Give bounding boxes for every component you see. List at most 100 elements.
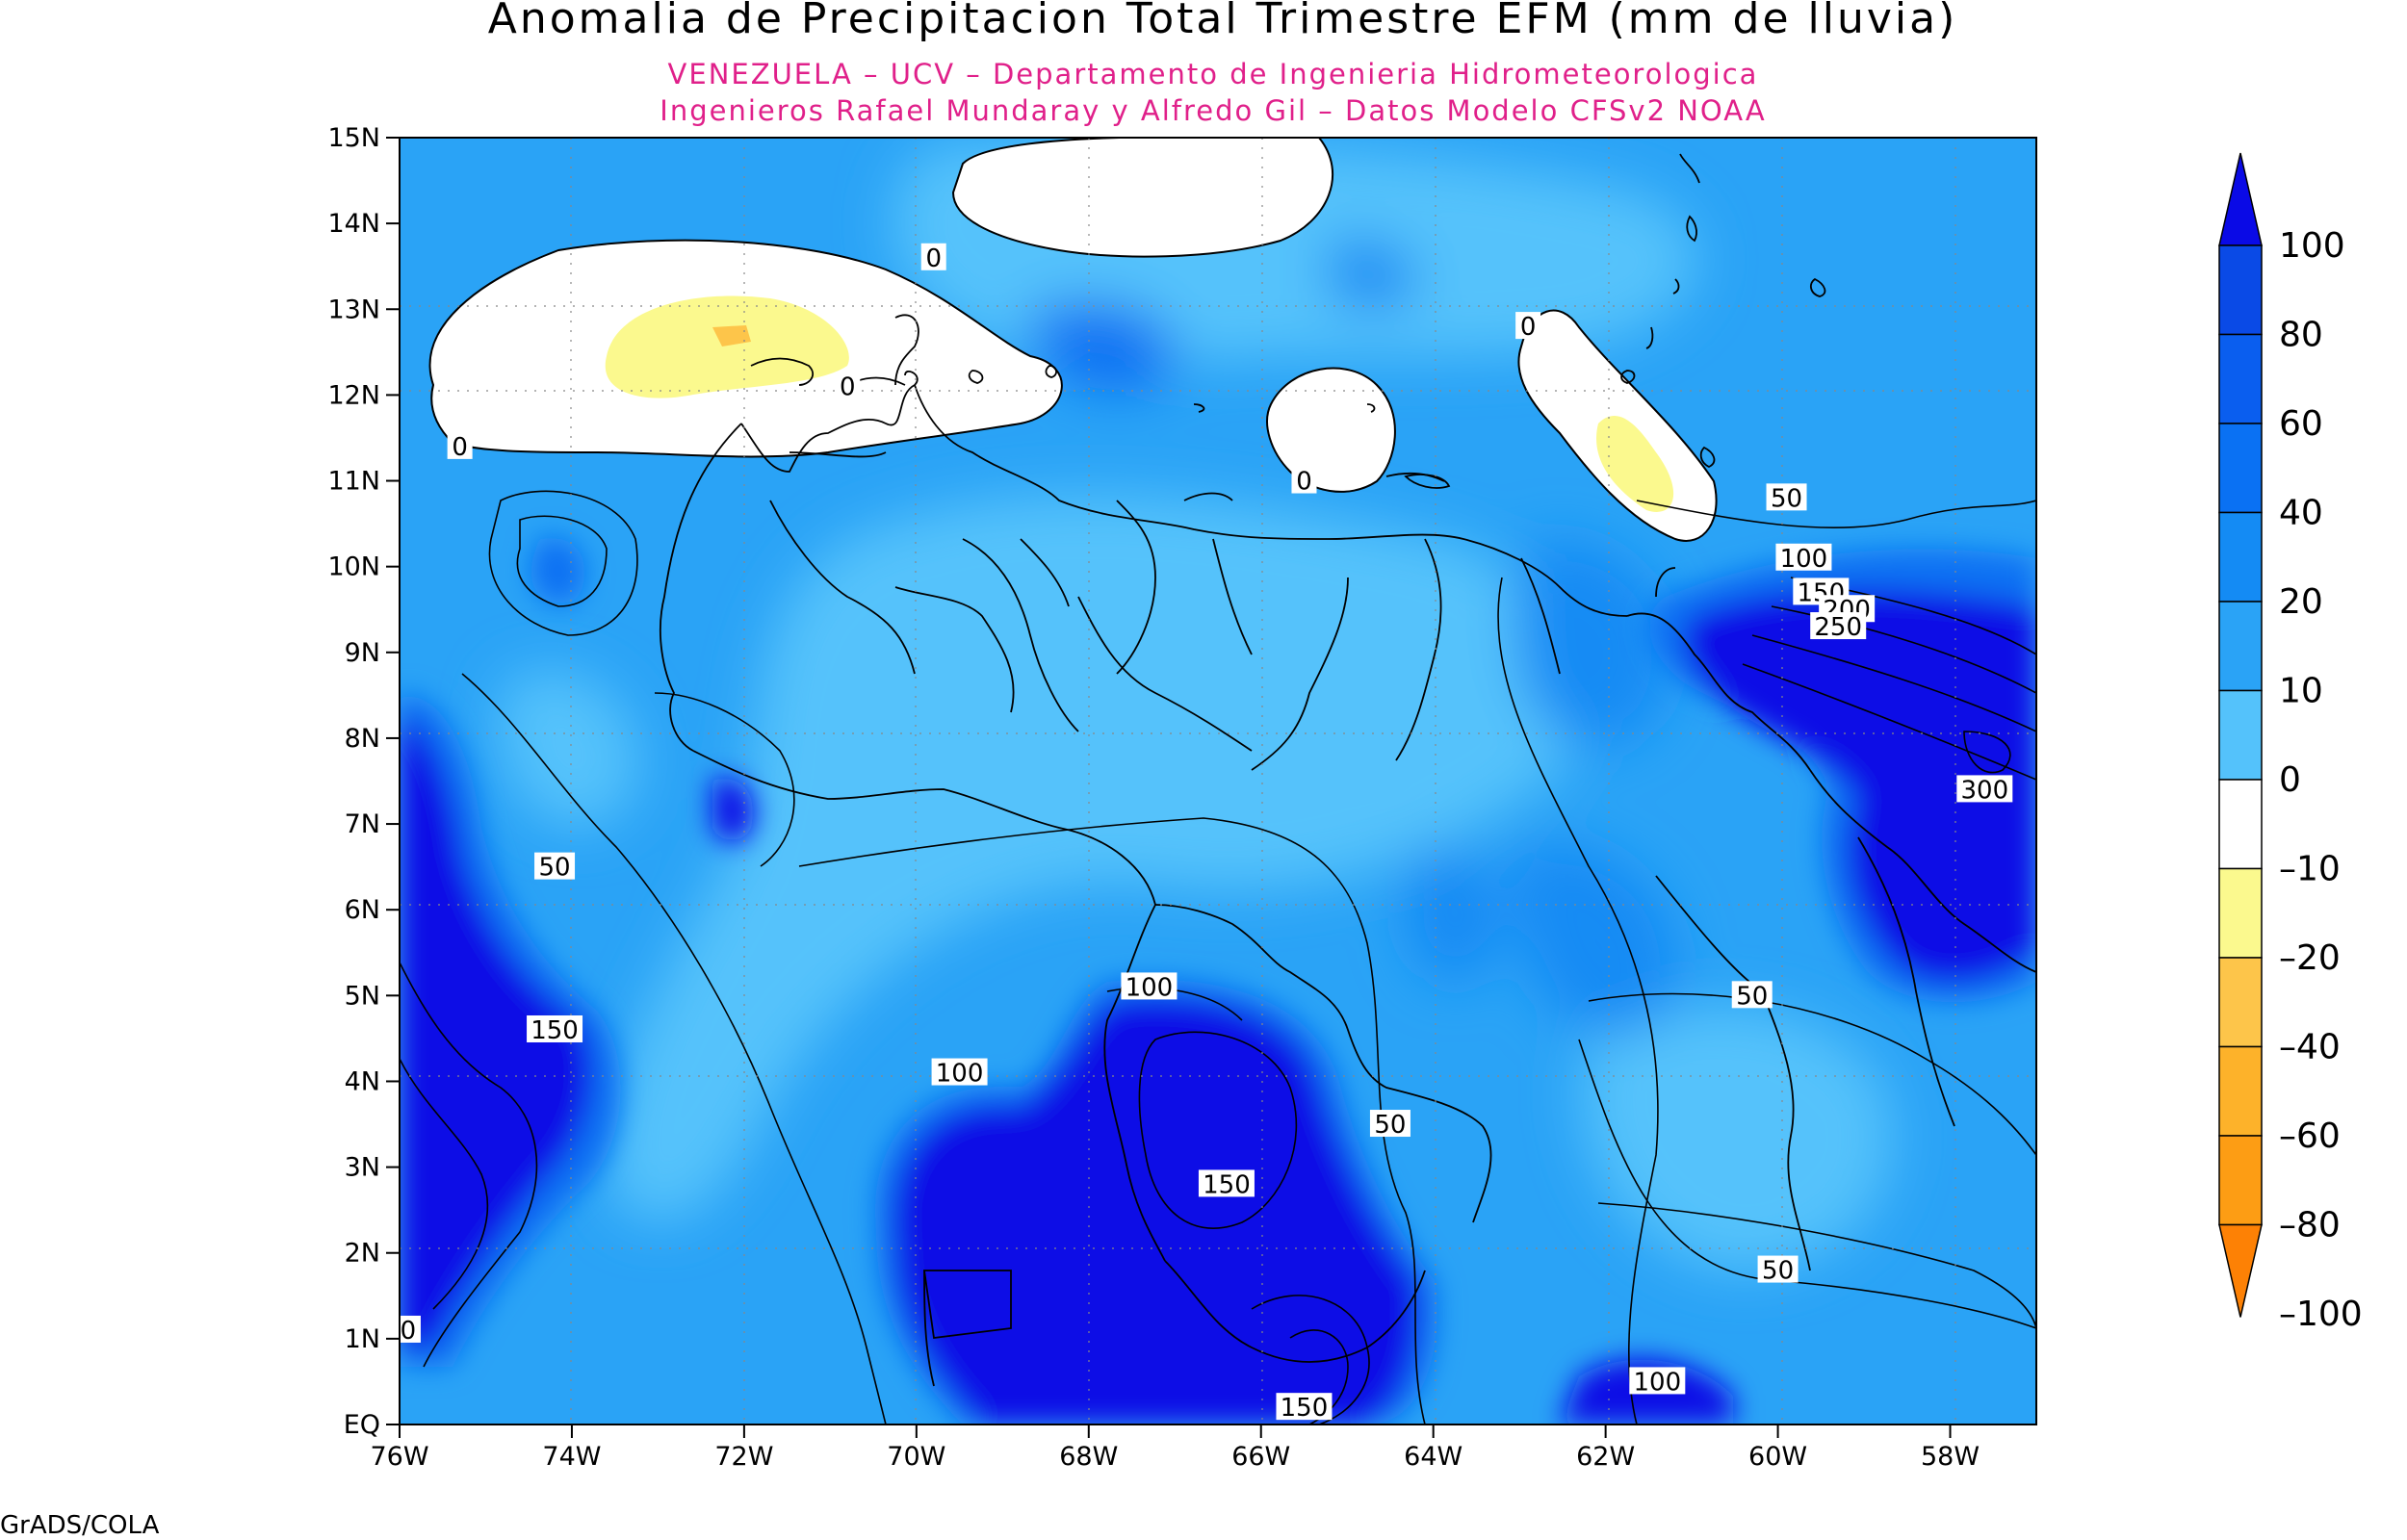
contour-label-bg bbox=[1121, 972, 1178, 1000]
x-tick-label: 66W bbox=[1231, 1442, 1290, 1472]
legend-label: 10 bbox=[2279, 672, 2323, 711]
contour-label-bg bbox=[1276, 1393, 1333, 1421]
contour-label-text: 0 bbox=[401, 1317, 417, 1346]
legend-swatch bbox=[2218, 333, 2263, 424]
contour-label: 50 bbox=[534, 852, 576, 883]
contour-label-bg bbox=[400, 1315, 421, 1343]
legend-label: –60 bbox=[2279, 1116, 2341, 1156]
x-tick-label: 74W bbox=[542, 1442, 601, 1472]
contour-label-bg bbox=[920, 243, 946, 270]
y-tick-label: 11N bbox=[327, 467, 380, 497]
contour-label: 100 bbox=[1629, 1367, 1686, 1397]
y-tick-label: 7N bbox=[345, 809, 380, 839]
contour-label: 250 bbox=[1810, 612, 1867, 642]
contour-label-bg bbox=[1629, 1367, 1686, 1395]
contour-label-bg bbox=[534, 852, 576, 880]
negative-anomaly-zones bbox=[428, 138, 1718, 542]
islands bbox=[968, 153, 1826, 489]
map-subtitle-authors: Ingenieros Rafael Mundaray y Alfredo Gil… bbox=[660, 94, 1767, 127]
legend-label: 80 bbox=[2279, 316, 2323, 355]
contour-label-bg bbox=[1775, 543, 1832, 571]
y-tick-label: 9N bbox=[345, 638, 380, 668]
legend-swatch bbox=[2218, 957, 2263, 1048]
contour-label: 100 bbox=[1775, 543, 1832, 574]
contour-label-bg bbox=[931, 1058, 988, 1086]
y-tick-label: 14N bbox=[327, 209, 380, 239]
legend-swatch bbox=[2218, 601, 2263, 692]
contour-label-bg bbox=[1291, 466, 1317, 494]
legend-label: –40 bbox=[2279, 1028, 2341, 1067]
x-tick-label: 68W bbox=[1059, 1442, 1118, 1472]
y-tick-label: 8N bbox=[345, 724, 380, 754]
contour-label-bg bbox=[1369, 1110, 1411, 1138]
legend-swatch bbox=[2218, 1135, 2263, 1226]
contour-label-text: 150 bbox=[531, 1016, 579, 1045]
legend-label: –20 bbox=[2279, 938, 2341, 978]
y-tick-label: 5N bbox=[345, 981, 380, 1011]
contour-label: 0 bbox=[835, 372, 861, 401]
legend-label: 60 bbox=[2279, 404, 2323, 444]
legend-swatch bbox=[2218, 1045, 2263, 1137]
contour-label-text: 100 bbox=[936, 1060, 984, 1089]
legend-top-arrow bbox=[2218, 152, 2263, 246]
contour-label-bg bbox=[527, 1014, 583, 1042]
x-tick-label: 76W bbox=[370, 1442, 428, 1472]
x-tick-label: 72W bbox=[714, 1442, 773, 1472]
y-tick-label: 1N bbox=[345, 1324, 380, 1354]
contour-label-bg bbox=[1956, 775, 2013, 803]
contour-label: 150 bbox=[1198, 1169, 1255, 1199]
x-tick-label: 64W bbox=[1404, 1442, 1462, 1472]
contour-label: 150 bbox=[1276, 1393, 1333, 1423]
contour-label: 0 bbox=[447, 431, 473, 462]
contour-label-text: 100 bbox=[1780, 545, 1828, 574]
contour-label-text: 150 bbox=[1281, 1394, 1329, 1423]
legend-label: –10 bbox=[2279, 850, 2341, 889]
contour-label-text: 100 bbox=[1633, 1368, 1681, 1397]
contour-label-text: 0 bbox=[1520, 313, 1537, 342]
y-tick-label: 10N bbox=[327, 552, 380, 582]
contour-label-bg bbox=[1198, 1169, 1255, 1197]
contour-label: 100 bbox=[1121, 972, 1178, 1002]
contour-label: 0 bbox=[1291, 466, 1317, 497]
y-tick-label: 3N bbox=[345, 1153, 380, 1183]
contour-label-text: 0 bbox=[452, 433, 468, 462]
contour-label-bg bbox=[447, 431, 473, 459]
legend-swatch bbox=[2218, 423, 2263, 514]
contour-label-text: 150 bbox=[1203, 1170, 1251, 1199]
y-tick-label: 12N bbox=[327, 380, 380, 410]
legend-swatch bbox=[2218, 779, 2263, 870]
x-tick-label: 70W bbox=[887, 1442, 945, 1472]
contour-label: 150 bbox=[527, 1014, 583, 1045]
contour-label-bg bbox=[835, 372, 861, 399]
contour-label: 100 bbox=[931, 1058, 988, 1089]
contour-label-bg bbox=[1766, 483, 1807, 511]
contour-label-text: 0 bbox=[925, 244, 942, 273]
high-anomaly-zones bbox=[400, 537, 2036, 1424]
map-title: Anomalia de Precipitacion Total Trimestr… bbox=[487, 0, 1958, 43]
coastlines-and-borders bbox=[659, 314, 2036, 1387]
contour-label-text: 50 bbox=[1771, 484, 1802, 513]
contour-label-text: 50 bbox=[1762, 1257, 1794, 1286]
grid-lines bbox=[400, 138, 2036, 1424]
y-tick-label: 2N bbox=[345, 1239, 380, 1269]
contour-label: 0 bbox=[1515, 312, 1541, 342]
contour-label-text: 50 bbox=[539, 854, 571, 883]
contour-label-bg bbox=[1757, 1255, 1799, 1283]
contour-label: 300 bbox=[1956, 775, 2013, 805]
y-tick-label: 6N bbox=[345, 895, 380, 925]
contour-label-text: 100 bbox=[1126, 973, 1174, 1002]
legend-label: 0 bbox=[2279, 760, 2301, 800]
x-tick-label: 60W bbox=[1748, 1442, 1807, 1472]
contour-label-bg bbox=[1731, 981, 1773, 1009]
legend-label: 20 bbox=[2279, 582, 2323, 622]
y-axis: 15N 14N 13N 12N 11N 10N 9N 8N 7N 6N 5N 4N 3N 2N 1N EQ bbox=[327, 123, 400, 1440]
y-tick-label: 15N bbox=[327, 123, 380, 153]
legend-label: –100 bbox=[2279, 1295, 2363, 1334]
contour-label-bg bbox=[1515, 312, 1541, 340]
contour-label-text: 50 bbox=[1736, 982, 1768, 1011]
contour-label: 0 bbox=[400, 1315, 421, 1346]
contour-label-layer: 0000050100150200250300501501001001505050… bbox=[400, 243, 2013, 1423]
legend-label: 100 bbox=[2279, 226, 2345, 266]
